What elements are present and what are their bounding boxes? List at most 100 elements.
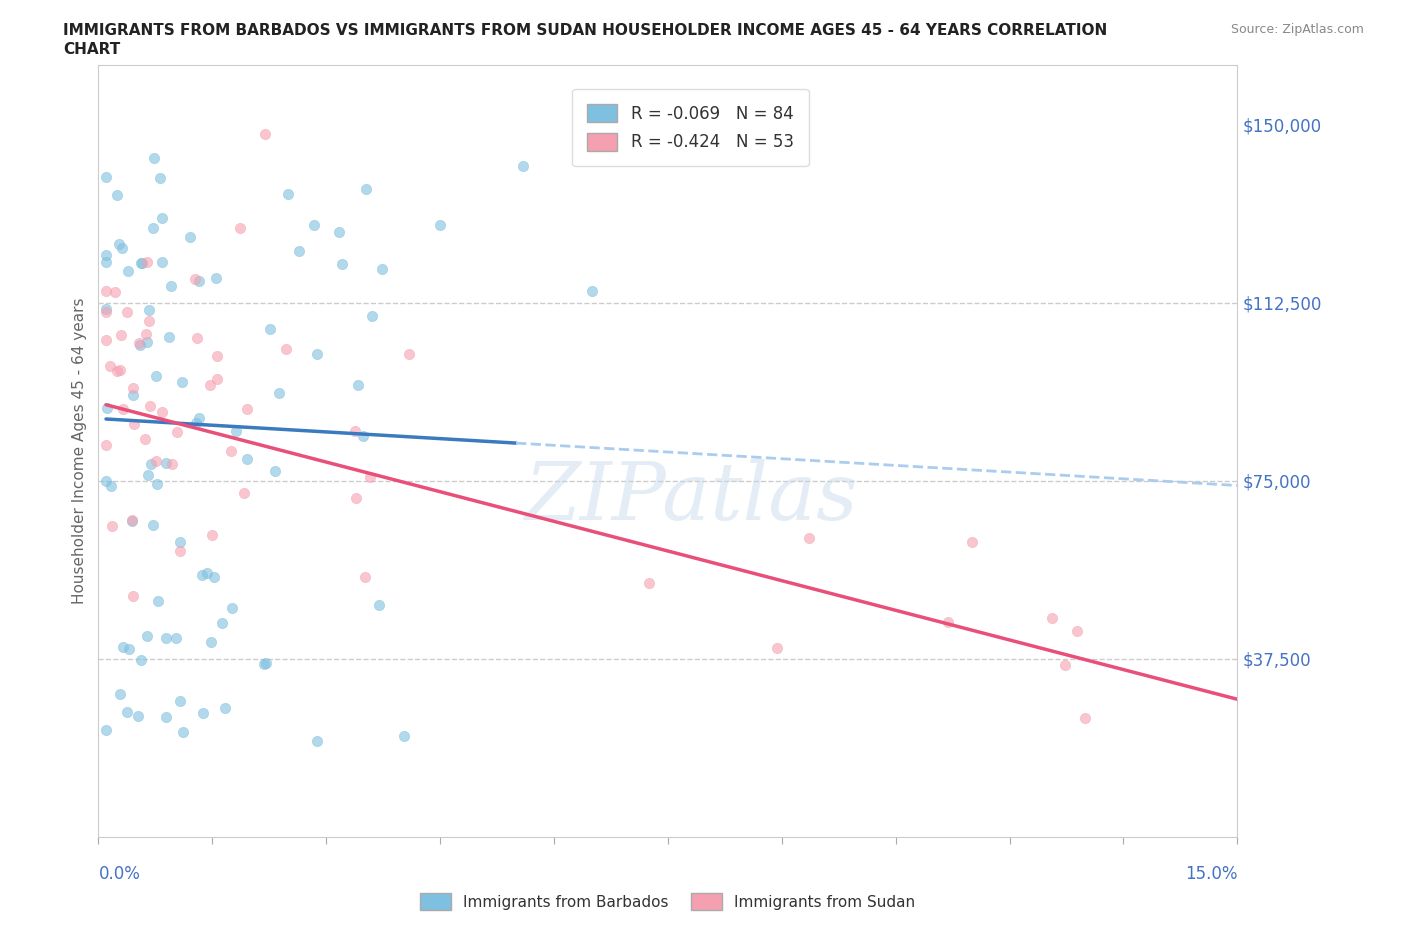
Point xyxy=(100,478,122,493)
Point xyxy=(96,283,118,298)
Point xyxy=(124,416,146,431)
Point xyxy=(200,635,222,650)
Point xyxy=(169,693,191,708)
Point xyxy=(136,629,159,644)
Point xyxy=(138,313,160,328)
Point xyxy=(145,453,167,468)
Point xyxy=(512,159,534,174)
Point xyxy=(936,615,959,630)
Point xyxy=(127,709,149,724)
Point xyxy=(344,424,367,439)
Point xyxy=(191,568,214,583)
Point xyxy=(235,401,257,416)
Point xyxy=(162,457,184,472)
Point xyxy=(195,565,218,580)
Point xyxy=(165,631,187,645)
Point xyxy=(94,473,117,488)
Point xyxy=(111,401,134,416)
Point xyxy=(139,456,162,471)
Point xyxy=(191,706,214,721)
Point xyxy=(129,256,152,271)
Point xyxy=(183,272,205,286)
Point xyxy=(269,386,291,401)
Point xyxy=(1040,611,1063,626)
Point xyxy=(236,452,259,467)
Y-axis label: Householder Income Ages 45 - 64 years: Householder Income Ages 45 - 64 years xyxy=(72,298,87,604)
Point xyxy=(105,364,128,379)
Point xyxy=(121,387,143,402)
Point xyxy=(184,416,207,431)
Point xyxy=(111,241,134,256)
Point xyxy=(201,527,224,542)
Point xyxy=(160,279,183,294)
Point xyxy=(121,512,143,527)
Point xyxy=(960,535,983,550)
Point xyxy=(304,218,326,232)
Point xyxy=(138,467,160,482)
Legend: Immigrants from Barbados, Immigrants from Sudan: Immigrants from Barbados, Immigrants fro… xyxy=(415,887,921,916)
Point xyxy=(145,369,167,384)
Point xyxy=(136,335,159,350)
Point xyxy=(766,641,789,656)
Point xyxy=(288,244,311,259)
Point xyxy=(254,656,277,671)
Point xyxy=(138,302,160,317)
Point xyxy=(129,338,152,352)
Point xyxy=(108,363,131,378)
Point xyxy=(94,723,117,737)
Point xyxy=(179,230,201,245)
Point xyxy=(150,405,173,419)
Point xyxy=(344,491,367,506)
Point xyxy=(118,641,141,656)
Point xyxy=(307,347,329,362)
Point xyxy=(142,220,165,235)
Text: CHART: CHART xyxy=(63,42,121,57)
Point xyxy=(214,700,236,715)
Point xyxy=(232,485,254,500)
Point xyxy=(115,305,138,320)
Point xyxy=(108,236,131,251)
Point xyxy=(263,463,285,478)
Point xyxy=(101,519,124,534)
Point xyxy=(94,247,117,262)
Point xyxy=(143,151,166,166)
Point xyxy=(188,410,211,425)
Point xyxy=(354,182,377,197)
Point xyxy=(117,264,139,279)
Point xyxy=(129,653,152,668)
Point xyxy=(581,284,603,299)
Point xyxy=(368,598,391,613)
Point xyxy=(277,186,299,201)
Point xyxy=(392,728,415,743)
Point xyxy=(799,531,821,546)
Point xyxy=(360,308,382,323)
Point xyxy=(104,285,127,299)
Point xyxy=(134,432,156,446)
Point xyxy=(155,710,177,724)
Point xyxy=(121,380,143,395)
Text: 15.0%: 15.0% xyxy=(1185,866,1237,884)
Point xyxy=(157,330,180,345)
Point xyxy=(149,171,172,186)
Point xyxy=(94,333,117,348)
Point xyxy=(111,640,134,655)
Point xyxy=(330,257,353,272)
Point xyxy=(150,255,173,270)
Point xyxy=(115,704,138,719)
Point xyxy=(259,322,281,337)
Point xyxy=(135,326,157,341)
Point xyxy=(145,476,167,491)
Point xyxy=(131,256,153,271)
Point xyxy=(637,576,659,591)
Point xyxy=(166,424,188,439)
Point xyxy=(155,631,177,645)
Point xyxy=(429,218,451,232)
Point xyxy=(359,470,381,485)
Point xyxy=(202,570,225,585)
Point xyxy=(188,274,211,289)
Text: ZIPatlas: ZIPatlas xyxy=(524,458,858,536)
Point xyxy=(371,261,394,276)
Point xyxy=(136,255,159,270)
Point xyxy=(274,341,297,356)
Point xyxy=(122,589,145,604)
